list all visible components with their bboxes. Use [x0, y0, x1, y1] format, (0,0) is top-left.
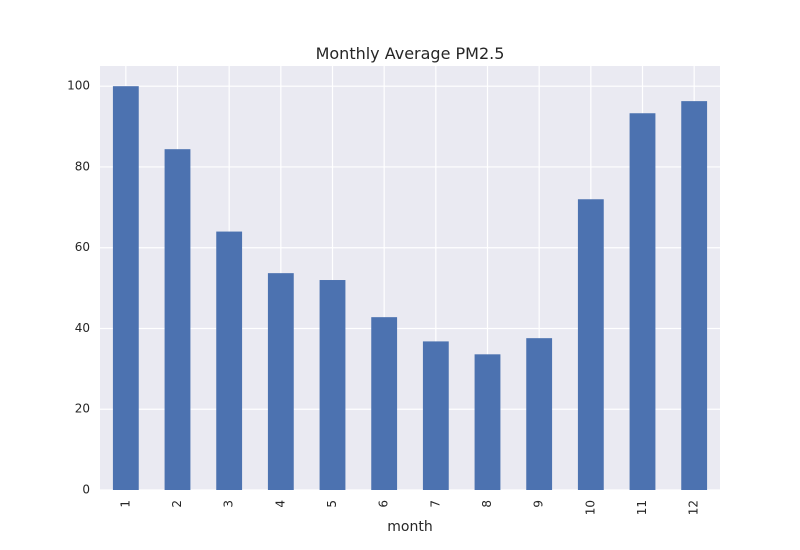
y-axis-ticks: 0 20 40 60 80 100 [67, 79, 90, 497]
bar-month-1 [112, 86, 139, 490]
x-tick-label: 12 [687, 500, 701, 515]
x-tick-label: 10 [583, 500, 597, 515]
bars [112, 86, 708, 491]
x-tick-label: 5 [325, 500, 339, 508]
x-tick-label: 9 [532, 500, 546, 508]
bar-month-5 [319, 280, 346, 490]
y-tick-label: 60 [75, 240, 90, 254]
x-tick-label: 6 [377, 500, 391, 508]
x-tick-label: 4 [273, 500, 287, 508]
bar-month-2 [164, 149, 191, 491]
x-tick-label: 7 [428, 500, 442, 508]
x-tick-label: 1 [118, 500, 132, 508]
bar-month-9 [526, 338, 553, 490]
y-tick-label: 0 [82, 483, 90, 497]
y-tick-label: 100 [67, 79, 90, 93]
y-tick-label: 80 [75, 159, 90, 173]
bar-month-6 [371, 317, 398, 490]
x-axis-label: month [387, 519, 432, 535]
x-tick-label: 2 [170, 500, 184, 508]
bar-month-3 [216, 231, 243, 491]
bar-month-11 [629, 113, 656, 490]
x-axis-ticks: 1 2 3 4 5 6 7 8 9 10 11 12 [118, 500, 700, 515]
x-tick-label: 3 [222, 500, 236, 508]
x-tick-label: 11 [635, 500, 649, 515]
bar-month-7 [422, 341, 449, 490]
y-tick-label: 20 [75, 402, 90, 416]
bar-month-12 [681, 101, 708, 490]
bar-month-4 [267, 273, 294, 490]
y-tick-label: 40 [75, 321, 90, 335]
chart-title: Monthly Average PM2.5 [316, 44, 505, 63]
plot-area [100, 66, 720, 490]
bar-month-10 [577, 199, 604, 490]
x-tick-label: 8 [480, 500, 494, 508]
bar-month-8 [474, 354, 501, 490]
